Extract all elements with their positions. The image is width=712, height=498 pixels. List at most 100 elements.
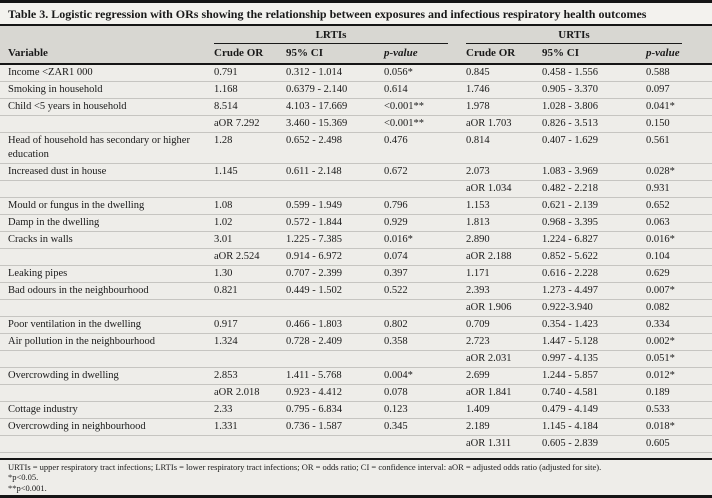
- lrti-p-cell: 0.397: [384, 268, 408, 279]
- table-row: Smoking in household 1.168 0.6379 - 2.140 0…: [0, 82, 712, 99]
- table-title: Table 3. Logistic regression with ORs sh…: [0, 3, 712, 26]
- lrti-ci-cell: 1.225 - 7.385: [286, 234, 342, 245]
- table-row: Mould or fungus in the dwelling 1.08 0.599…: [0, 198, 712, 215]
- lrti-ci-cell: 3.460 - 15.369: [286, 118, 348, 129]
- urti-group-header: URTIs: [466, 28, 682, 44]
- urti-p-cell: 0.189: [646, 387, 670, 398]
- variable-cell: Leaking pipes: [8, 268, 68, 279]
- urti-p-cell: 0.041*: [646, 101, 675, 112]
- lrti-p-cell: 0.358: [384, 336, 408, 347]
- lrti-crude-or-cell: 1.331: [214, 421, 238, 432]
- lrti-crude-or-cell: 0.917: [214, 319, 238, 330]
- lrti-p-cell: 0.078: [384, 387, 408, 398]
- lrti-p-cell: 0.802: [384, 319, 408, 330]
- lrti-p-cell: 0.056*: [384, 67, 413, 78]
- urti-p-cell: 0.016*: [646, 234, 675, 245]
- variable-cell: Child <5 years in household: [8, 101, 127, 112]
- lrti-ci-cell: 0.6379 - 2.140: [286, 84, 348, 95]
- lrti-p-cell: 0.476: [384, 135, 408, 146]
- urti-p-cell: 0.561: [646, 135, 670, 146]
- table-body: Income <ZAR1 000 0.791 0.312 - 1.014 0.056*…: [0, 65, 712, 458]
- variable-cell: [8, 436, 214, 452]
- variable-cell: [8, 249, 214, 265]
- table-row: aOR 1.034 0.482 - 2.218 0.931: [0, 181, 712, 198]
- lrti-p-cell: 0.016*: [384, 234, 413, 245]
- urti-ci-cell: 0.605 - 2.839: [542, 438, 598, 449]
- lrti-ci-cell: 0.312 - 1.014: [286, 67, 342, 78]
- lrti-p-cell: 0.672: [384, 166, 408, 177]
- footnote-p-lt-0001: **p<0.001.: [8, 482, 47, 493]
- urti-p-cell: 0.104: [646, 251, 670, 262]
- lrti-p-cell: 0.123: [384, 404, 408, 415]
- lrti-crude-or-cell: [214, 181, 286, 197]
- urti-p-cell: 0.629: [646, 268, 670, 279]
- urti-crude-or-cell: 1.813: [466, 217, 490, 228]
- lrti-crude-or-cell: aOR 2.524: [214, 251, 260, 262]
- urti-p-cell: 0.533: [646, 404, 670, 415]
- lrti-crude-or-cell: 3.01: [214, 234, 233, 245]
- urti-crude-or-cell: 2.189: [466, 421, 490, 432]
- urti-crude-or-cell: 2.393: [466, 285, 490, 296]
- urti-ci-cell: 0.616 - 2.228: [542, 268, 598, 279]
- urti-ci-cell: 1.447 - 5.128: [542, 336, 598, 347]
- variable-cell: [8, 351, 214, 367]
- urti-p-cell: 0.334: [646, 319, 670, 330]
- variable-cell: [8, 116, 214, 132]
- table-row: Cracks in walls 3.01 1.225 - 7.385 0.016* 2.…: [0, 232, 712, 249]
- urti-p-value-header: p-value: [646, 47, 680, 59]
- urti-ci-cell: 1.028 - 3.806: [542, 101, 598, 112]
- column-header-row: Variable Crude OR 95% CI p-value Crude O…: [0, 44, 712, 65]
- table-row: Income <ZAR1 000 0.791 0.312 - 1.014 0.056*…: [0, 65, 712, 82]
- variable-cell: Income <ZAR1 000: [8, 67, 93, 78]
- lrti-crude-or-cell: 1.02: [214, 217, 233, 228]
- table-header: LRTIs URTIs Variable Crude OR 95% CI p-v…: [0, 26, 712, 65]
- urti-crude-or-cell: 0.845: [466, 67, 490, 78]
- group-header-spacer: [8, 28, 214, 44]
- lrti-p-cell: 0.345: [384, 421, 408, 432]
- lrti-ci-cell: [286, 351, 384, 367]
- urti-crude-or-header: Crude OR: [466, 47, 516, 59]
- lrti-p-cell: [384, 300, 466, 316]
- lrti-p-cell: [384, 351, 466, 367]
- urti-ci-cell: 0.354 - 1.423: [542, 319, 598, 330]
- urti-p-cell: 0.018*: [646, 421, 675, 432]
- lrti-group-header: LRTIs: [214, 28, 448, 44]
- table-row: Poor ventilation in the dwelling 0.917 0.4…: [0, 317, 712, 334]
- footnotes: URTIs = upper respiratory tract infectio…: [0, 457, 712, 495]
- urti-crude-or-cell: aOR 1.703: [466, 118, 512, 129]
- urti-crude-or-cell: 1.746: [466, 84, 490, 95]
- urti-ci-cell: 1.244 - 5.857: [542, 370, 598, 381]
- urti-ci-cell: 0.826 - 3.513: [542, 118, 598, 129]
- urti-crude-or-cell: 1.171: [466, 268, 490, 279]
- urti-crude-or-cell: aOR 1.841: [466, 387, 512, 398]
- urti-ci-cell: 0.905 - 3.370: [542, 84, 598, 95]
- variable-cell: Damp in the dwelling: [8, 217, 100, 228]
- lrti-p-cell: [384, 181, 466, 197]
- lrti-ci-cell: 0.466 - 1.803: [286, 319, 342, 330]
- urti-crude-or-cell: aOR 1.311: [466, 438, 512, 449]
- lrti-crude-or-cell: 2.33: [214, 404, 233, 415]
- urti-p-cell: 0.082: [646, 302, 670, 313]
- table-row: aOR 7.292 3.460 - 15.369 <0.001** aOR 1.703…: [0, 116, 712, 133]
- variable-cell: Overcrowding in neighbourhood: [8, 421, 146, 432]
- lrti-p-cell: 0.522: [384, 285, 408, 296]
- lrti-ci-cell: 0.611 - 2.148: [286, 166, 342, 177]
- urti-p-cell: 0.028*: [646, 166, 675, 177]
- urti-crude-or-cell: 1.153: [466, 200, 490, 211]
- urti-p-cell: 0.012*: [646, 370, 675, 381]
- lrti-p-cell: 0.614: [384, 84, 408, 95]
- urti-p-cell: 0.931: [646, 183, 670, 194]
- urti-crude-or-cell: 0.709: [466, 319, 490, 330]
- lrti-ci-cell: 0.572 - 1.844: [286, 217, 342, 228]
- urti-p-cell: 0.007*: [646, 285, 675, 296]
- lrti-crude-or-cell: 1.28: [214, 135, 233, 146]
- lrti-p-cell: [384, 436, 466, 452]
- urti-p-cell: 0.588: [646, 67, 670, 78]
- lrti-ci-cell: 0.736 - 1.587: [286, 421, 342, 432]
- urti-crude-or-cell: aOR 2.188: [466, 251, 512, 262]
- footnote-abbreviations: URTIs = upper respiratory tract infectio…: [8, 461, 602, 472]
- urti-ci-cell: 0.458 - 1.556: [542, 67, 598, 78]
- lrti-crude-or-cell: aOR 2.018: [214, 387, 260, 398]
- urti-p-cell: 0.605: [646, 438, 670, 449]
